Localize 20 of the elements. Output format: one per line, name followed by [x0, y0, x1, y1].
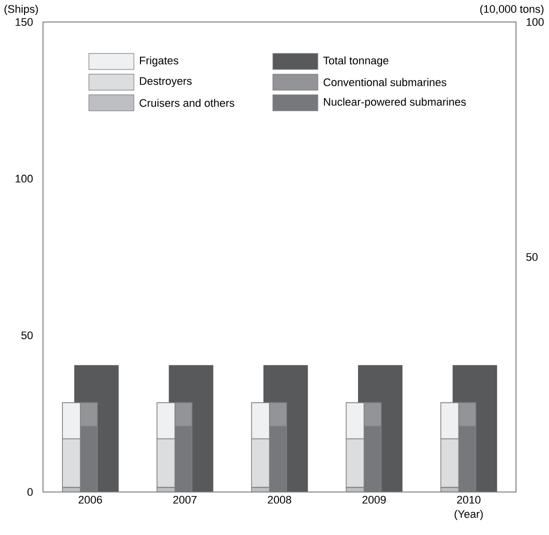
x-tick-label: 2006 — [78, 496, 102, 504]
legend-label: Total tonnage — [323, 56, 388, 67]
y-axis-title: (Ships) — [4, 4, 38, 16]
legend-label: Conventional submarines — [324, 78, 446, 86]
y-tick-label: 100 — [16, 174, 33, 183]
legend-label: Destroyers — [140, 77, 192, 88]
legend-label: Cruisers and others — [140, 98, 234, 107]
x-tick-label: 2008 — [268, 496, 292, 504]
legend-label: Frigates — [140, 56, 178, 67]
x-tick-label: 2009 — [362, 496, 386, 504]
x-tick-label: 2007 — [173, 496, 197, 504]
y-axis-title: (10,000 tons) — [480, 4, 544, 16]
y-tick-label: 100 — [526, 18, 544, 26]
x-axis-title: (Year) — [454, 510, 483, 520]
legend-label: Nuclear-powered submarines — [324, 98, 466, 108]
y-tick-label: 0 — [27, 488, 33, 496]
y-tick-label: 50 — [526, 253, 538, 261]
x-tick-label: 2010 — [457, 496, 480, 504]
y-tick-label: 50 — [21, 331, 33, 340]
y-tick-label: 150 — [16, 18, 33, 26]
